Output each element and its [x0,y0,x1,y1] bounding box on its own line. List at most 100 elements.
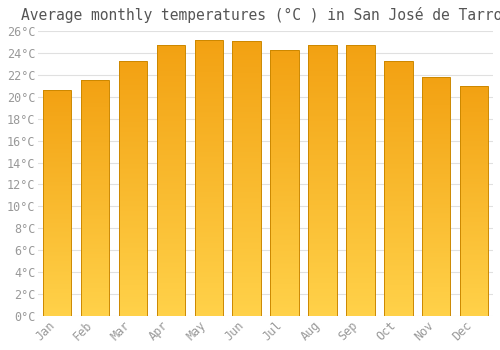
Bar [119,246,147,247]
Bar [422,297,450,298]
Bar [156,102,185,104]
Bar [156,277,185,278]
Bar [460,234,488,236]
Bar [460,253,488,254]
Bar [460,293,488,294]
Bar [460,217,488,218]
Bar [43,313,72,314]
Bar [194,142,223,144]
Bar [156,201,185,202]
Bar [270,268,299,270]
Bar [308,79,336,81]
Bar [232,282,261,283]
Bar [194,274,223,276]
Bar [194,178,223,179]
Bar [232,303,261,305]
Bar [422,127,450,128]
Bar [194,195,223,196]
Bar [232,104,261,106]
Bar [346,309,374,310]
Bar [194,43,223,44]
Bar [270,121,299,123]
Bar [270,143,299,144]
Bar [156,294,185,296]
Bar [43,190,72,191]
Bar [384,108,412,109]
Bar [43,188,72,190]
Bar [460,186,488,187]
Bar [346,125,374,126]
Bar [119,264,147,265]
Bar [43,278,72,279]
Bar [232,45,261,47]
Bar [460,141,488,142]
Bar [232,121,261,122]
Bar [422,247,450,248]
Bar [232,240,261,242]
Bar [460,130,488,131]
Bar [156,197,185,198]
Bar [43,173,72,174]
Bar [346,199,374,201]
Bar [422,308,450,309]
Bar [232,223,261,224]
Bar [460,149,488,150]
Bar [232,84,261,85]
Bar [460,146,488,147]
Bar [43,273,72,274]
Bar [194,228,223,229]
Bar [346,156,374,158]
Bar [156,282,185,284]
Bar [232,173,261,174]
Bar [384,293,412,294]
Bar [194,269,223,271]
Bar [43,147,72,148]
Bar [81,134,110,136]
Bar [384,145,412,146]
Bar [232,313,261,315]
Bar [422,103,450,105]
Bar [119,297,147,298]
Bar [194,273,223,274]
Bar [119,262,147,264]
Bar [43,191,72,192]
Bar [422,248,450,249]
Bar [194,192,223,193]
Bar [119,181,147,182]
Bar [194,251,223,252]
Bar [384,63,412,64]
Bar [422,133,450,134]
Bar [384,169,412,170]
Bar [270,59,299,60]
Bar [119,229,147,230]
Bar [460,196,488,197]
Bar [384,117,412,118]
Bar [156,62,185,63]
Bar [422,290,450,291]
Bar [308,250,336,251]
Bar [460,131,488,132]
Bar [156,233,185,235]
Bar [156,45,185,316]
Bar [384,246,412,247]
Bar [346,168,374,170]
Bar [270,293,299,295]
Bar [384,167,412,168]
Bar [232,278,261,279]
Bar [81,290,110,291]
Bar [346,250,374,251]
Bar [270,90,299,91]
Bar [308,155,336,156]
Bar [460,247,488,248]
Bar [422,143,450,144]
Bar [119,135,147,136]
Bar [270,156,299,158]
Bar [81,199,110,201]
Bar [308,313,336,315]
Bar [308,99,336,101]
Bar [384,191,412,192]
Bar [194,200,223,201]
Bar [232,231,261,232]
Bar [81,262,110,263]
Bar [460,224,488,225]
